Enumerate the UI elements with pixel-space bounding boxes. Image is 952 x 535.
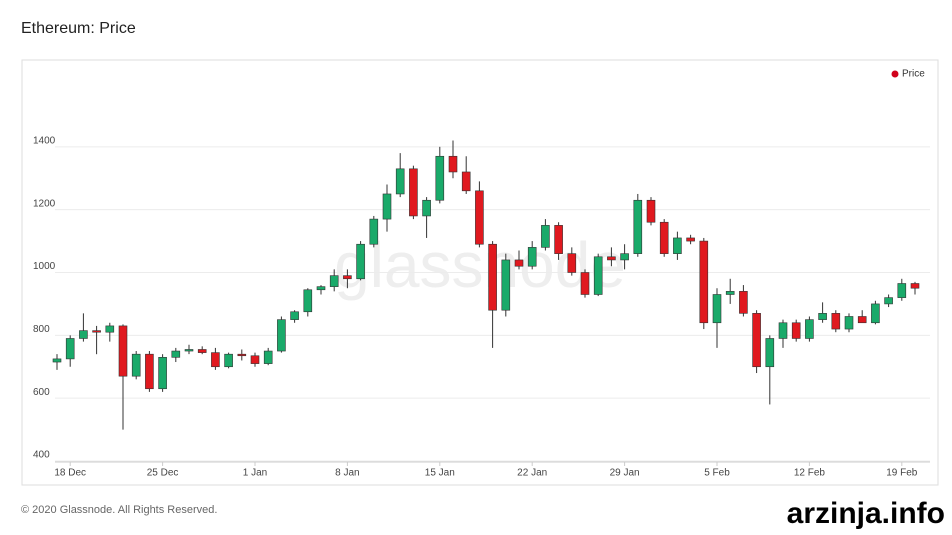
candle-body	[541, 225, 550, 248]
footer: © 2020 Glassnode. All Rights Reserved.	[21, 504, 217, 516]
candle-body	[145, 353, 154, 390]
candle-body	[52, 358, 62, 363]
candle-body	[633, 199, 643, 254]
candle-body	[659, 221, 669, 254]
y-tick-label: 800	[33, 324, 50, 335]
candle-body	[884, 297, 893, 305]
candle-body	[369, 218, 379, 245]
candle-body	[237, 353, 247, 357]
x-tick-label: 15 Jan	[425, 468, 455, 479]
x-tick-label: 1 Jan	[243, 468, 267, 479]
candle-body	[871, 303, 880, 324]
overlay-watermark: arzinja.info	[787, 497, 945, 530]
candle-body	[382, 193, 392, 220]
candle-body	[395, 168, 405, 195]
candle-body	[686, 237, 695, 242]
candle-body	[699, 240, 709, 324]
candle-body	[343, 275, 352, 280]
candle-body	[263, 350, 273, 364]
x-tick-label: 25 Dec	[147, 468, 179, 479]
candle-body	[475, 190, 484, 245]
candle-body	[673, 237, 682, 254]
chart-title: Ethereum: Price	[21, 20, 136, 37]
candle-body	[501, 259, 511, 311]
x-tick-label: 8 Jan	[335, 468, 359, 479]
candle-body	[897, 283, 907, 298]
candle-body	[65, 338, 75, 360]
candle-body	[461, 171, 471, 192]
candle-body	[527, 247, 537, 267]
candle-body	[316, 286, 326, 291]
candle-body	[435, 155, 445, 201]
candle-body	[739, 291, 748, 314]
y-tick-label: 1400	[33, 135, 56, 146]
candle-body	[118, 325, 128, 377]
candle-body	[131, 353, 141, 377]
candle-body	[105, 325, 115, 333]
candle-body	[409, 168, 418, 217]
candle-body	[725, 291, 735, 295]
legend-marker	[891, 70, 899, 78]
candle-body	[514, 259, 524, 267]
candle-body	[831, 313, 841, 330]
candle-body	[448, 155, 458, 173]
candle-body	[554, 225, 563, 254]
candle-body	[805, 319, 814, 339]
candle-body	[818, 313, 827, 320]
candle-body	[910, 283, 920, 289]
candle-body	[567, 253, 577, 273]
x-tick-label: 5 Feb	[704, 468, 730, 479]
x-tick-label: 29 Jan	[610, 468, 640, 479]
candle-body	[646, 199, 656, 223]
candle-body	[580, 272, 590, 295]
legend-label: Price	[902, 69, 925, 80]
y-tick-label: 400	[33, 450, 50, 461]
candle-body	[211, 352, 220, 368]
candle-body	[79, 330, 88, 339]
candle-body	[422, 199, 431, 217]
candle-body	[224, 353, 233, 368]
candle-body	[329, 275, 339, 287]
candle-body	[791, 322, 801, 339]
y-tick-label: 1200	[33, 198, 56, 209]
candle-body	[92, 330, 101, 333]
candle-body	[277, 319, 286, 352]
candle-body	[303, 289, 313, 313]
candle-body	[752, 313, 761, 368]
candle-body	[844, 316, 854, 330]
x-tick-label: 12 Feb	[794, 468, 826, 479]
candle-body	[607, 256, 616, 261]
y-tick-label: 600	[33, 387, 50, 398]
candle-body	[778, 322, 788, 339]
x-tick-label: 19 Feb	[886, 468, 918, 479]
candle-body	[857, 316, 867, 324]
candle-body	[184, 349, 194, 352]
candle-body	[712, 294, 722, 324]
x-tick-label: 18 Dec	[54, 468, 86, 479]
candle-body	[765, 338, 775, 368]
candle-body	[290, 311, 299, 320]
candle-body	[488, 243, 497, 311]
candle-body	[171, 350, 181, 358]
candle-body	[356, 243, 365, 280]
x-tick-label: 22 Jan	[517, 468, 547, 479]
candle-body	[197, 349, 207, 353]
candle-body	[158, 357, 167, 390]
candle-body	[620, 253, 629, 261]
candle-body	[593, 256, 603, 295]
candle-body	[250, 355, 260, 364]
y-tick-label: 1000	[33, 261, 56, 272]
